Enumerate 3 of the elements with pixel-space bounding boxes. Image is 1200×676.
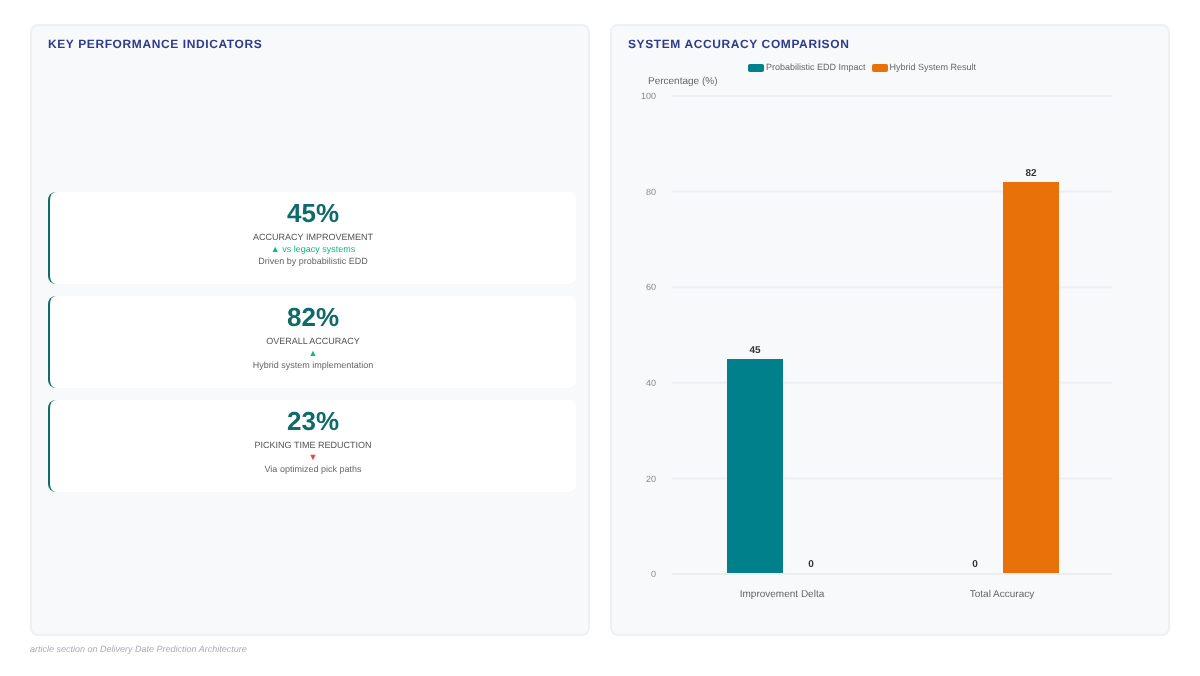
text: 82% — [284, 302, 342, 332]
text: 45% — [284, 198, 342, 228]
text: 23% — [284, 406, 342, 436]
